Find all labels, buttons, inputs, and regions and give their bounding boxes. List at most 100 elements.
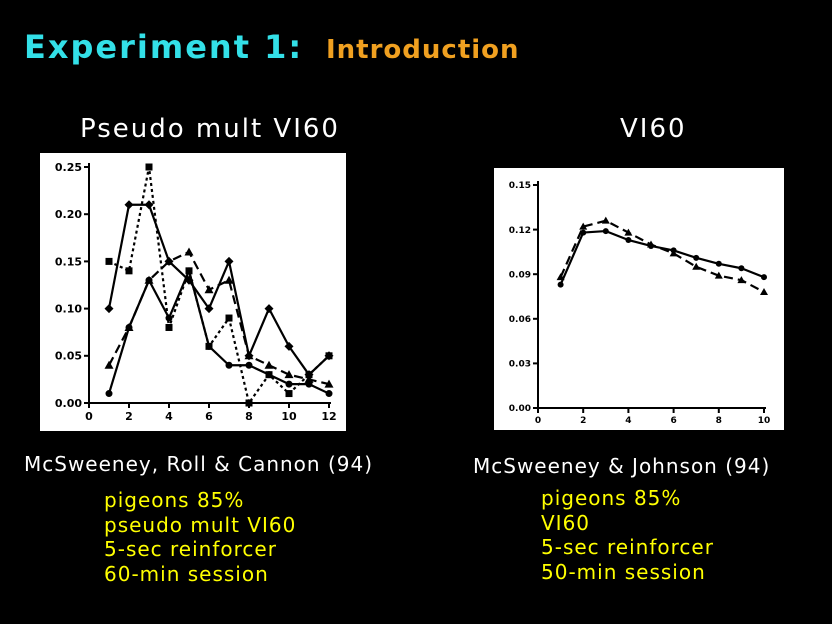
right-y-tick-label: 0.15 [509,181,531,191]
right-series-2-point [760,288,768,296]
left-series-3-point [285,390,293,398]
right-notes: pigeons 85% VI60 5-sec reinforcer 50-min se… [541,486,714,584]
right-note-2: VI60 [541,510,591,535]
left-series-4-point [184,247,194,256]
left-series-3-point [265,371,273,379]
right-series-2-point [647,240,655,248]
left-series-3-point [165,323,173,331]
slide-title: Experiment 1: [24,28,304,66]
right-series-2-point [601,216,610,224]
left-y-tick-label: 0.15 [55,255,82,268]
left-series-1-point [325,390,333,398]
left-x-tick-label: 2 [125,410,133,423]
left-y-tick-label: 0.05 [55,350,82,363]
right-note-1: pigeons 85% [541,486,682,510]
left-series-3-point [205,342,213,350]
right-series-1-point [602,228,609,235]
right-series-2-point [714,271,723,279]
left-series-3-point [105,257,113,265]
left-series-3-point [225,314,233,322]
right-x-tick-label: 10 [758,416,771,426]
left-series-4-point [144,275,154,284]
left-chart-title: Pseudo mult VI60 [80,114,340,144]
left-y-tick-label: 0.10 [55,302,82,315]
right-series-2-point [692,262,701,270]
right-y-tick-label: 0.06 [509,315,531,325]
right-x-tick-label: 8 [716,416,722,426]
left-series-4-point [164,256,174,265]
right-y-tick-label: 0.00 [509,404,531,414]
left-series-3-point [185,267,193,275]
right-series-2-line [559,219,765,294]
right-chart: 0.00 0.03 0.06 0.09 0.12 0.15 0 2 4 6 8 10 [509,181,771,426]
left-series-3-point [325,352,333,360]
right-series-1-point [693,254,700,261]
left-series-4-point [264,360,274,369]
left-note-4: 60-min session [104,561,269,586]
slide-subtitle: Introduction [326,35,520,65]
left-series-2-point [224,256,234,266]
left-series-4-point [104,360,114,369]
left-series-1-point [225,361,233,369]
left-series-4-point [224,275,234,284]
right-x-tick-label: 2 [580,416,586,426]
left-note-1: pigeons 85% [104,488,245,512]
left-x-tick-label: 4 [165,410,173,423]
right-chart-panel: 0.00 0.03 0.06 0.09 0.12 0.15 0 2 4 6 8 10 [494,168,784,430]
left-y-tick-label: 0.20 [55,208,82,221]
left-series-3-point [125,267,133,275]
left-series-4-point [304,374,314,383]
left-series-3-line [108,165,330,405]
right-note-4: 50-min session [541,559,706,584]
left-series-4-line [108,250,330,386]
right-y-tick-label: 0.09 [509,270,531,280]
right-series-1-point [557,281,564,288]
right-series-2-point [669,249,678,257]
left-x-tick-label: 12 [321,410,336,423]
right-x-tick-label: 6 [670,416,676,426]
right-series-1-point [738,265,745,272]
left-series-3-point [245,399,253,407]
right-y-tick-label: 0.12 [509,226,531,236]
right-series-2-point [624,228,633,236]
left-notes: pigeons 85% pseudo mult VI60 5-sec reinfor… [104,488,296,586]
right-citation: McSweeney & Johnson (94) [473,454,771,478]
left-series-4-point [204,285,214,294]
left-chart: 0.00 0.05 0.10 0.15 0.20 0.25 0 2 4 6 8 10 12 [55,161,337,423]
left-series-4-point [244,351,254,360]
left-x-tick-label: 8 [245,410,253,423]
left-series-4-point [284,370,294,379]
right-note-3: 5-sec reinforcer [541,535,714,559]
left-series-2-point [144,200,154,210]
left-series-1-point [245,361,253,369]
left-series-1-point [285,380,293,388]
left-series-1-point [105,390,113,398]
right-series-2-point [737,276,746,284]
right-x-tick-label: 0 [535,416,541,426]
left-series-2-line [107,203,330,376]
left-series-2-point [204,304,214,314]
right-series-2-point [556,273,565,281]
left-series-2-point [264,304,274,314]
right-series-1-line [559,229,765,286]
left-series-2-point [124,200,134,210]
left-series-2-point [284,341,294,351]
left-x-tick-label: 6 [205,410,213,423]
right-y-tick-label: 0.03 [509,360,531,370]
left-y-tick-label: 0.25 [55,161,82,174]
right-series-1-point [715,260,722,267]
left-series-4-point [324,379,334,388]
right-chart-title: VI60 [620,114,687,144]
left-series-2-point [104,304,114,314]
left-note-3: 5-sec reinforcer [104,537,277,561]
left-chart-panel: 0.00 0.05 0.10 0.15 0.20 0.25 0 2 4 6 8 10 12 [40,153,346,431]
left-y-tick-label: 0.00 [55,397,82,410]
left-series-3-point [145,163,153,171]
right-series-1-point [625,237,632,244]
right-series-2-point [579,222,588,230]
left-note-2: pseudo mult VI60 [104,512,297,537]
right-x-tick-label: 4 [625,416,631,426]
left-series-4-point [124,322,134,331]
right-series-1-point [761,274,767,281]
left-citation: McSweeney, Roll & Cannon (94) [24,452,373,476]
